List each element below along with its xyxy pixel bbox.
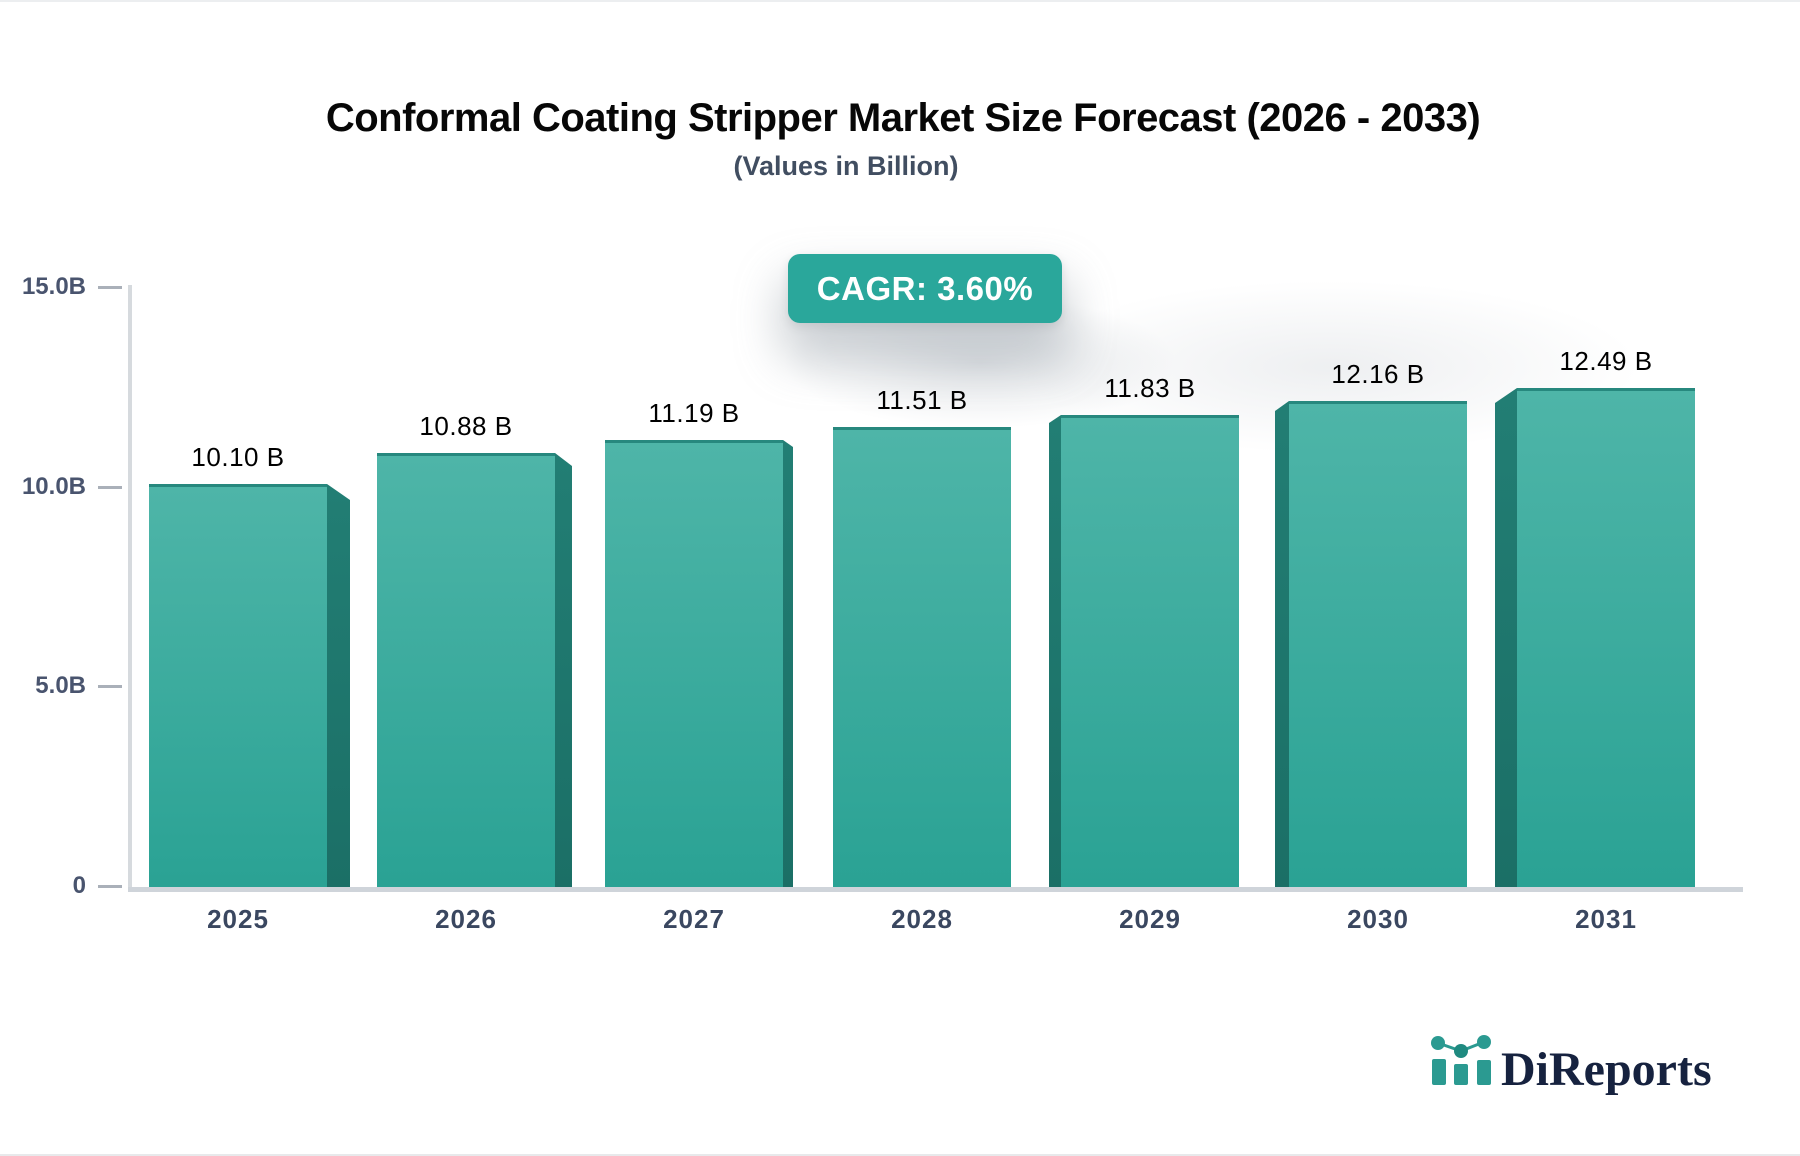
y-tick-label: 0 <box>72 872 86 899</box>
bar-3d-side <box>1495 388 1517 887</box>
bar-3d-side <box>327 484 350 887</box>
bar-value-label: 11.83 B <box>1104 373 1196 403</box>
bar <box>377 453 555 887</box>
y-tick-label: 10.0B <box>21 473 86 500</box>
bar-value-label: 10.88 B <box>419 411 513 441</box>
bar <box>1061 415 1239 887</box>
y-tick-label: 15.0B <box>21 273 86 300</box>
bar-3d-side <box>783 440 793 887</box>
y-axis-line <box>128 285 132 892</box>
bar <box>1517 388 1695 887</box>
bar-value-label: 12.16 B <box>1331 359 1425 389</box>
cagr-badge-label: CAGR: 3.60% <box>816 269 1034 307</box>
x-axis-label: 2031 <box>1575 904 1637 934</box>
y-tick-dash <box>98 885 122 888</box>
bar-value-label: 11.19 B <box>648 398 740 428</box>
chart-title: Conformal Coating Stripper Market Size F… <box>325 96 1481 140</box>
y-tick-dash <box>98 286 122 289</box>
bar-value-label: 12.49 B <box>1559 346 1653 376</box>
bar-value-label: 11.51 B <box>876 385 968 415</box>
bar <box>833 427 1011 887</box>
brand-logo: DiReports <box>1431 1035 1712 1096</box>
x-axis-label: 2025 <box>207 904 269 934</box>
brand-logo-icon <box>1431 1035 1491 1085</box>
bar-3d-side <box>555 453 572 887</box>
x-axis-label: 2027 <box>663 904 725 934</box>
bar-3d-side <box>1049 415 1061 887</box>
bar-value-label: 10.10 B <box>191 442 285 472</box>
bar <box>605 440 783 887</box>
x-axis-label: 2030 <box>1347 904 1409 934</box>
bar <box>1289 401 1467 887</box>
x-axis-label: 2028 <box>891 904 953 934</box>
y-tick-label: 5.0B <box>35 672 86 699</box>
x-axis-baseline <box>128 887 1743 892</box>
bar <box>149 484 327 887</box>
chart-subtitle: (Values in Billion) <box>733 151 959 181</box>
brand-logo-text: DiReports <box>1501 1042 1712 1096</box>
x-axis-label: 2026 <box>435 904 497 934</box>
x-axis-label: 2029 <box>1119 904 1181 934</box>
y-tick-dash <box>98 486 122 489</box>
y-tick-dash <box>98 685 122 688</box>
bar-3d-side <box>1275 401 1289 887</box>
cagr-badge: CAGR: 3.60% <box>788 254 1062 323</box>
